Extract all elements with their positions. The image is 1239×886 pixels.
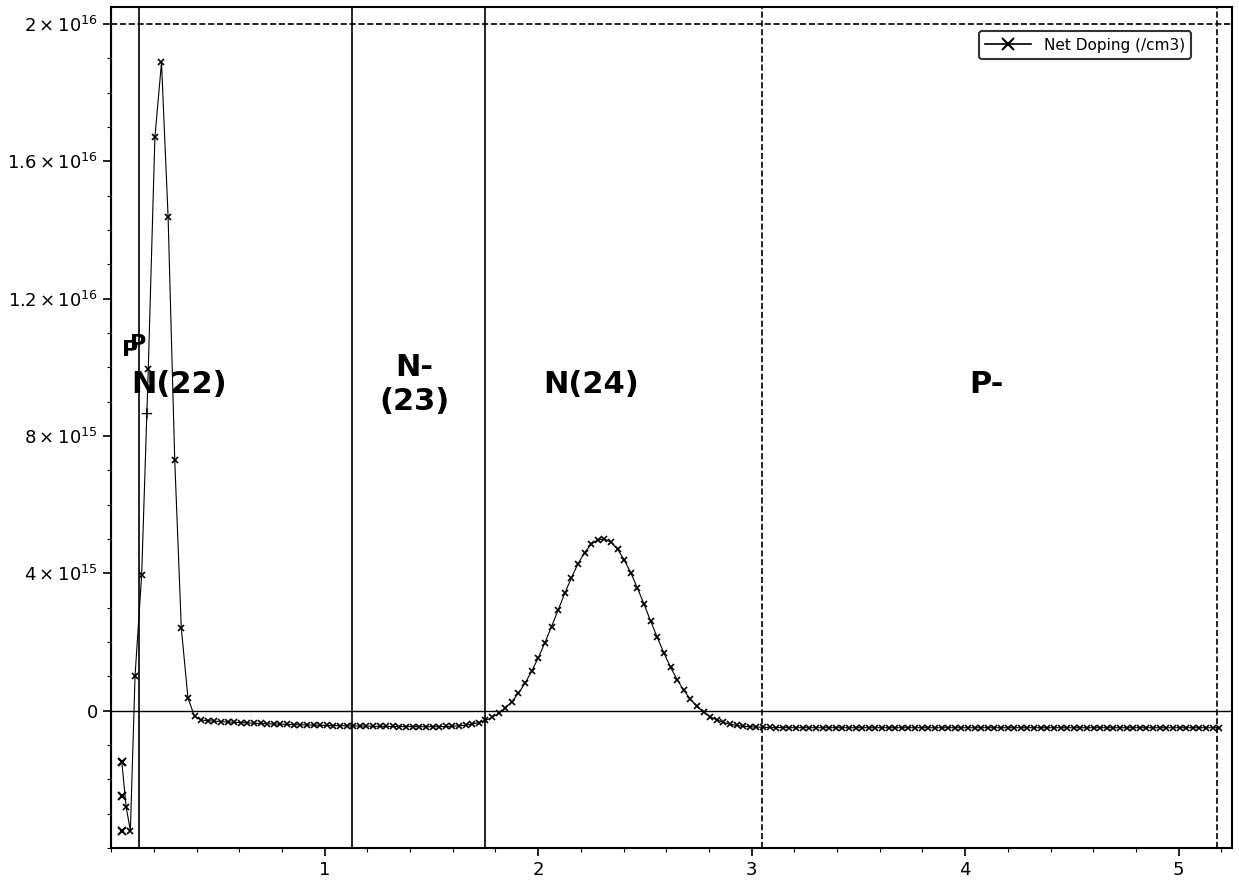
Text: P: P — [130, 334, 146, 354]
Text: N-
(23): N- (23) — [379, 354, 450, 416]
Net Doping (/cm3) — [498, 703, 513, 713]
Net Doping (/cm3) — [320, 720, 335, 731]
Text: P-: P- — [969, 370, 1004, 399]
Net Doping (/cm3) — [123, 826, 138, 836]
Line: Net Doping (/cm3): Net Doping (/cm3) — [119, 59, 1223, 835]
Text: +: + — [139, 405, 152, 423]
Net Doping (/cm3) — [114, 757, 129, 767]
Net Doping (/cm3) — [439, 721, 453, 732]
Net Doping (/cm3) — [750, 722, 764, 733]
Net Doping (/cm3) — [154, 58, 169, 68]
Net Doping (/cm3) — [769, 722, 784, 733]
Net Doping (/cm3) — [1212, 722, 1227, 733]
Text: P: P — [123, 340, 139, 361]
Text: N(22): N(22) — [131, 370, 227, 399]
Text: N(24): N(24) — [544, 370, 639, 399]
Legend: Net Doping (/cm3): Net Doping (/cm3) — [979, 31, 1191, 58]
Net Doping (/cm3) — [1000, 722, 1015, 733]
